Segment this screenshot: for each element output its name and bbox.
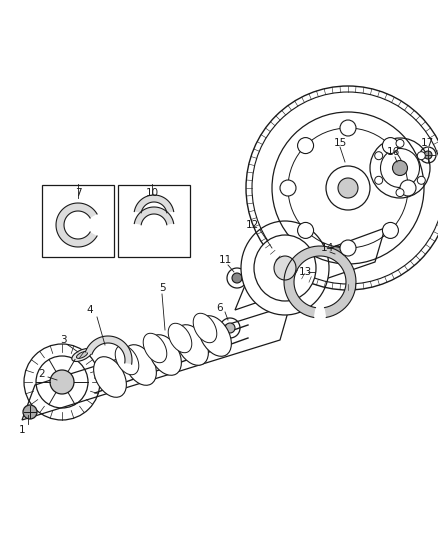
Text: 1: 1: [19, 425, 25, 435]
Circle shape: [396, 140, 404, 148]
Ellipse shape: [72, 349, 92, 361]
Circle shape: [340, 240, 356, 256]
Polygon shape: [85, 336, 132, 364]
Circle shape: [374, 176, 383, 184]
Ellipse shape: [241, 221, 329, 315]
Circle shape: [382, 222, 399, 238]
Ellipse shape: [176, 325, 208, 365]
Text: 16: 16: [386, 147, 399, 157]
Circle shape: [382, 138, 399, 154]
Circle shape: [400, 180, 416, 196]
Polygon shape: [56, 203, 97, 247]
Ellipse shape: [198, 316, 231, 356]
Polygon shape: [134, 207, 174, 225]
Circle shape: [396, 189, 404, 197]
Text: 2: 2: [39, 369, 45, 379]
Circle shape: [340, 120, 356, 136]
Circle shape: [417, 152, 425, 160]
Ellipse shape: [124, 345, 156, 385]
Circle shape: [424, 151, 432, 159]
Text: 4: 4: [87, 305, 93, 315]
Text: 14: 14: [320, 243, 334, 253]
Ellipse shape: [193, 313, 217, 343]
Text: 13: 13: [298, 267, 311, 277]
Circle shape: [338, 178, 358, 198]
Text: 12: 12: [245, 220, 258, 230]
Ellipse shape: [115, 345, 139, 375]
Circle shape: [297, 222, 314, 238]
Circle shape: [23, 405, 37, 419]
Text: 10: 10: [145, 188, 159, 198]
Circle shape: [297, 138, 314, 154]
Ellipse shape: [77, 352, 88, 358]
Text: 17: 17: [420, 138, 434, 148]
Text: 5: 5: [159, 283, 165, 293]
Bar: [42, 185, 114, 257]
Ellipse shape: [143, 333, 167, 363]
Text: 6: 6: [217, 303, 223, 313]
Ellipse shape: [168, 324, 192, 353]
Ellipse shape: [274, 256, 296, 280]
Bar: [118, 185, 190, 257]
Ellipse shape: [94, 357, 127, 397]
Ellipse shape: [254, 235, 316, 301]
Circle shape: [392, 160, 407, 175]
Circle shape: [374, 152, 383, 160]
Text: 11: 11: [219, 255, 232, 265]
Circle shape: [225, 323, 235, 333]
Text: 7: 7: [75, 188, 81, 198]
Circle shape: [280, 180, 296, 196]
Circle shape: [232, 273, 242, 283]
Text: 15: 15: [333, 138, 346, 148]
Text: 3: 3: [60, 335, 66, 345]
Circle shape: [330, 246, 344, 260]
Polygon shape: [284, 246, 356, 318]
Circle shape: [417, 176, 425, 184]
Polygon shape: [134, 195, 174, 213]
Ellipse shape: [148, 335, 181, 375]
Circle shape: [50, 370, 74, 394]
